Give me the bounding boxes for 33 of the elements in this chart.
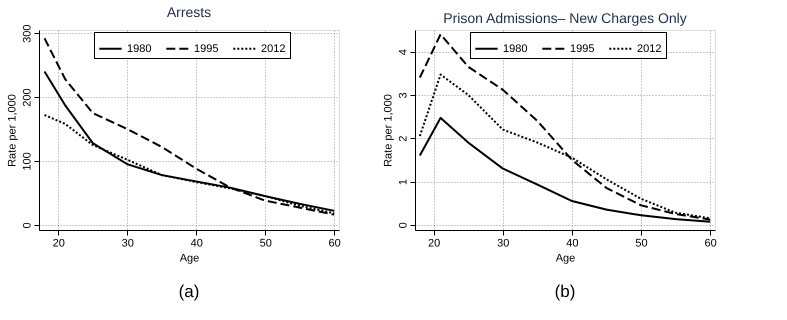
x-tick-label: 30 bbox=[497, 238, 510, 250]
y-tick-label: 3 bbox=[398, 92, 410, 98]
y-tick-label: 2 bbox=[398, 136, 410, 142]
legend-label: 2012 bbox=[637, 42, 662, 55]
x-tick-label: 50 bbox=[260, 238, 272, 250]
legend-label: 1980 bbox=[127, 42, 152, 55]
chart-title: Prison Admissions– New Charges Only bbox=[443, 10, 687, 26]
y-tick-label: 300 bbox=[22, 24, 34, 43]
y-tick-label: 100 bbox=[22, 152, 34, 171]
chart-title: Arrests bbox=[166, 4, 212, 20]
y-tick-label: 1 bbox=[398, 178, 410, 186]
y-tick-label: 4 bbox=[398, 49, 410, 56]
text: (a) bbox=[178, 282, 200, 301]
legend-label: 1980 bbox=[503, 42, 528, 55]
x-axis-title: Age bbox=[180, 252, 200, 264]
legend-label: 2012 bbox=[261, 42, 286, 55]
x-tick-label: 40 bbox=[190, 238, 203, 250]
y-tick-label: 0 bbox=[398, 222, 410, 228]
y-tick-label: 200 bbox=[22, 88, 34, 107]
x-tick-label: 60 bbox=[704, 238, 717, 250]
x-tick-label: 20 bbox=[52, 238, 65, 250]
x-tick-label: 60 bbox=[328, 238, 341, 250]
x-tick-label: 30 bbox=[122, 238, 134, 250]
legend-label: 1995 bbox=[194, 42, 218, 55]
legend-label: 1995 bbox=[570, 42, 594, 55]
x-axis-title: Age bbox=[556, 252, 576, 264]
x-tick-label: 20 bbox=[428, 238, 440, 250]
x-tick-label: 50 bbox=[635, 238, 648, 250]
y-axis-title: Rate per 1,000 bbox=[382, 94, 394, 167]
text: (b) bbox=[554, 282, 576, 301]
y-tick-label: 0 bbox=[22, 222, 34, 228]
x-tick-label: 40 bbox=[566, 238, 579, 250]
y-axis-title: Rate per 1,000 bbox=[6, 94, 18, 167]
